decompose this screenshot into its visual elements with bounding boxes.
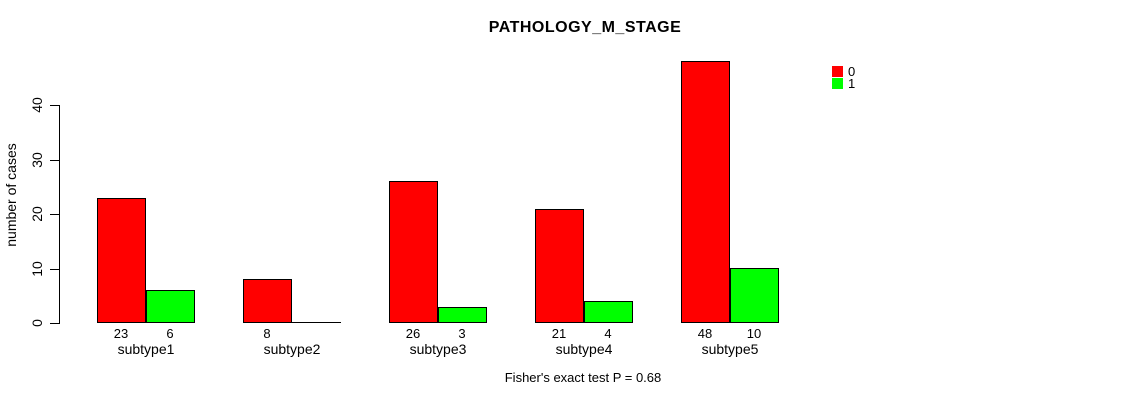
legend-label-1: 1 <box>848 76 856 91</box>
bar-value-label-subtype4-group0: 21 <box>551 326 567 341</box>
bar-subtype4-group0 <box>535 209 584 323</box>
bar-value-label-subtype1-group0: 23 <box>113 326 129 341</box>
y-tick-label-40: 40 <box>29 97 45 113</box>
y-tick-label-20: 20 <box>29 206 45 222</box>
bar-subtype3-group0 <box>389 181 438 323</box>
bar-subtype5-group1 <box>730 268 779 323</box>
legend-entry-1: 1 <box>832 76 856 91</box>
bar-value-label-subtype4-group1: 4 <box>604 326 612 341</box>
bar-value-label-subtype5-group0: 48 <box>697 326 713 341</box>
y-tick-mark-10 <box>50 269 59 270</box>
bar-subtype4-group1 <box>584 301 633 323</box>
bar-subtype1-group1 <box>146 290 195 323</box>
x-category-label-subtype5: subtype5 <box>701 341 759 357</box>
bar-subtype1-group0 <box>97 198 146 323</box>
y-tick-mark-20 <box>50 214 59 215</box>
y-tick-label-30: 30 <box>29 152 45 168</box>
y-tick-mark-30 <box>50 160 59 161</box>
fisher-test-note: Fisher's exact test P = 0.68 <box>504 370 662 385</box>
legend-swatch-1 <box>832 78 843 89</box>
legend-entry-0: 0 <box>832 64 856 79</box>
y-tick-mark-40 <box>50 105 59 106</box>
bar-value-label-subtype2-group0: 8 <box>263 326 271 341</box>
chart-title: PATHOLOGY_M_STAGE <box>488 19 682 36</box>
legend-label-0: 0 <box>848 64 856 79</box>
bar-value-label-subtype3-group1: 3 <box>458 326 466 341</box>
x-category-label-subtype1: subtype1 <box>117 341 175 357</box>
bar-subtype2-group1 <box>292 322 341 323</box>
bar-subtype5-group0 <box>681 61 730 323</box>
x-category-label-subtype4: subtype4 <box>555 341 613 357</box>
y-axis-line <box>59 105 60 324</box>
bar-subtype3-group1 <box>438 307 487 323</box>
bar-value-label-subtype1-group1: 6 <box>166 326 174 341</box>
bar-value-label-subtype3-group0: 26 <box>405 326 421 341</box>
y-axis-label: number of cases <box>3 143 19 247</box>
legend-swatch-0 <box>832 66 843 77</box>
y-tick-mark-0 <box>50 323 59 324</box>
bar-subtype2-group0 <box>243 279 292 323</box>
bar-value-label-subtype5-group1: 10 <box>746 326 762 341</box>
y-tick-label-0: 0 <box>29 319 45 327</box>
y-tick-label-10: 10 <box>29 261 45 277</box>
x-category-label-subtype2: subtype2 <box>263 341 321 357</box>
x-category-label-subtype3: subtype3 <box>409 341 467 357</box>
